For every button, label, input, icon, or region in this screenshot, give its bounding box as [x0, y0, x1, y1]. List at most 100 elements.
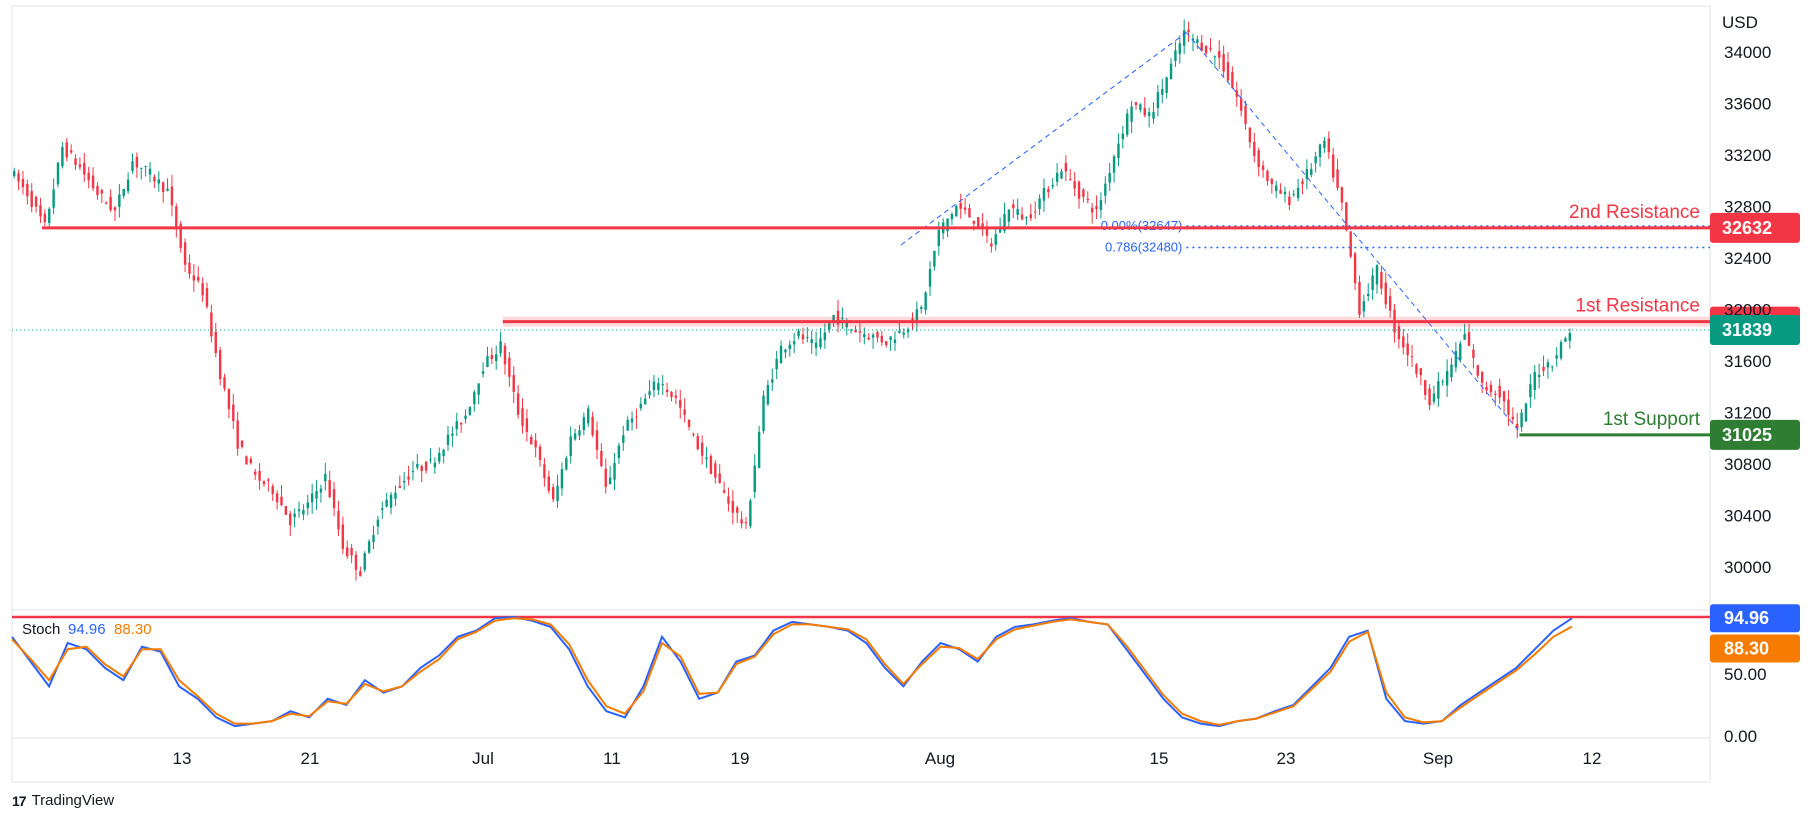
candle-body [1130, 106, 1133, 122]
candle-body [1410, 356, 1414, 358]
candle-body [876, 332, 879, 338]
candle-body [354, 554, 358, 570]
candle-body [661, 384, 664, 386]
candle-body [214, 331, 217, 353]
candle-body [1069, 179, 1072, 181]
candle-body [1331, 154, 1335, 178]
candle-body [148, 168, 152, 175]
time-tick-label: Sep [1423, 749, 1453, 768]
candle-body [977, 217, 980, 230]
candle-body [933, 250, 936, 267]
candle-body [832, 315, 835, 321]
candle-body [959, 203, 962, 209]
candle-body [836, 310, 840, 325]
candle-body [639, 403, 643, 409]
level-price-tag[interactable] [1710, 212, 1800, 243]
candle-body [1165, 77, 1168, 93]
candle-body [1139, 104, 1142, 110]
candle-body [937, 230, 941, 247]
candle-body [915, 309, 919, 324]
candle-body [1450, 364, 1453, 378]
candle-body [1161, 89, 1164, 95]
candle-body [1419, 368, 1423, 376]
candle-body [87, 172, 90, 181]
candle-body [1187, 29, 1190, 33]
candle-body [657, 383, 660, 391]
fib-swing-line[interactable] [1185, 32, 1520, 432]
candle-body [819, 338, 822, 348]
time-tick-label: 23 [1277, 749, 1296, 768]
stoch-d-tag[interactable] [1710, 634, 1800, 663]
candle-body [481, 371, 485, 374]
candle-body [1345, 202, 1348, 231]
candle-body [946, 218, 949, 232]
candle-body [968, 208, 971, 218]
candle-body [898, 330, 901, 333]
candle-body [740, 519, 743, 524]
candle-body [381, 508, 384, 511]
candle-body [1235, 90, 1238, 97]
last-price-tag[interactable] [1710, 315, 1800, 346]
candle-body [1305, 169, 1309, 180]
time-tick-label: 12 [1583, 749, 1602, 768]
stoch-pane[interactable] [11, 615, 1710, 728]
candle-body [1239, 98, 1243, 111]
candle-body [613, 462, 616, 480]
fib-level-label: 0.786(32480) [1105, 239, 1182, 254]
tradingview-brand[interactable]: 17 TradingView [12, 792, 114, 809]
candle-body [1406, 343, 1409, 356]
candle-body [1257, 150, 1260, 168]
candle-body [1559, 342, 1563, 359]
candle-body [749, 500, 752, 527]
candle-body [1077, 181, 1081, 199]
candle-body [1213, 56, 1217, 58]
candle-body [275, 493, 279, 503]
candle-body [319, 488, 323, 493]
candle-body [1511, 416, 1515, 420]
candle-body [801, 334, 805, 340]
candle-body [455, 421, 458, 430]
price-tick-label: 30000 [1724, 558, 1771, 577]
candle-body [420, 466, 423, 472]
candle-body [253, 471, 257, 475]
candle-body [363, 553, 366, 570]
candle-body [871, 334, 875, 338]
candle-body [293, 513, 296, 518]
candle-body [1371, 275, 1374, 291]
candle-body [622, 435, 625, 443]
price-axis[interactable]: 3263231904310253000030400308003120031600… [1710, 43, 1800, 746]
candle-body [21, 178, 25, 188]
candle-body [981, 223, 984, 227]
candle-body [893, 339, 897, 344]
candle-body [122, 188, 125, 196]
candle-body [700, 442, 704, 456]
candle-body [1283, 191, 1287, 195]
candle-body [525, 418, 529, 432]
candle-body [1292, 194, 1295, 196]
price-pane[interactable]: 0.00%(32647) 0.786(32480) 2nd Resistance 1s… [12, 6, 1711, 782]
candle-body [26, 183, 29, 197]
candle-body [766, 384, 770, 405]
stoch-tick-label: 0.00 [1724, 727, 1757, 746]
currency-label: USD [1722, 13, 1758, 32]
candle-body [1025, 217, 1028, 219]
candle-body [762, 395, 765, 432]
candle-body [328, 480, 331, 498]
candle-body [332, 489, 336, 508]
price-tick-label: 33600 [1724, 94, 1771, 113]
candle-body [521, 408, 524, 426]
price-tick-label: 34000 [1724, 43, 1771, 62]
time-tick-label: 11 [603, 749, 621, 768]
stoch-k-tag[interactable] [1710, 604, 1800, 633]
candle-body [736, 507, 739, 513]
candle-body [674, 395, 678, 398]
candle-body [1537, 374, 1541, 378]
candle-body [806, 337, 809, 339]
candle-body [985, 226, 989, 236]
candle-body [955, 205, 958, 217]
stoch-k-tag-text: 94.96 [1724, 608, 1769, 628]
candle-body [306, 502, 309, 509]
candle-body [30, 191, 33, 207]
level-price-tag[interactable] [1710, 419, 1800, 450]
candle-body [468, 407, 472, 415]
